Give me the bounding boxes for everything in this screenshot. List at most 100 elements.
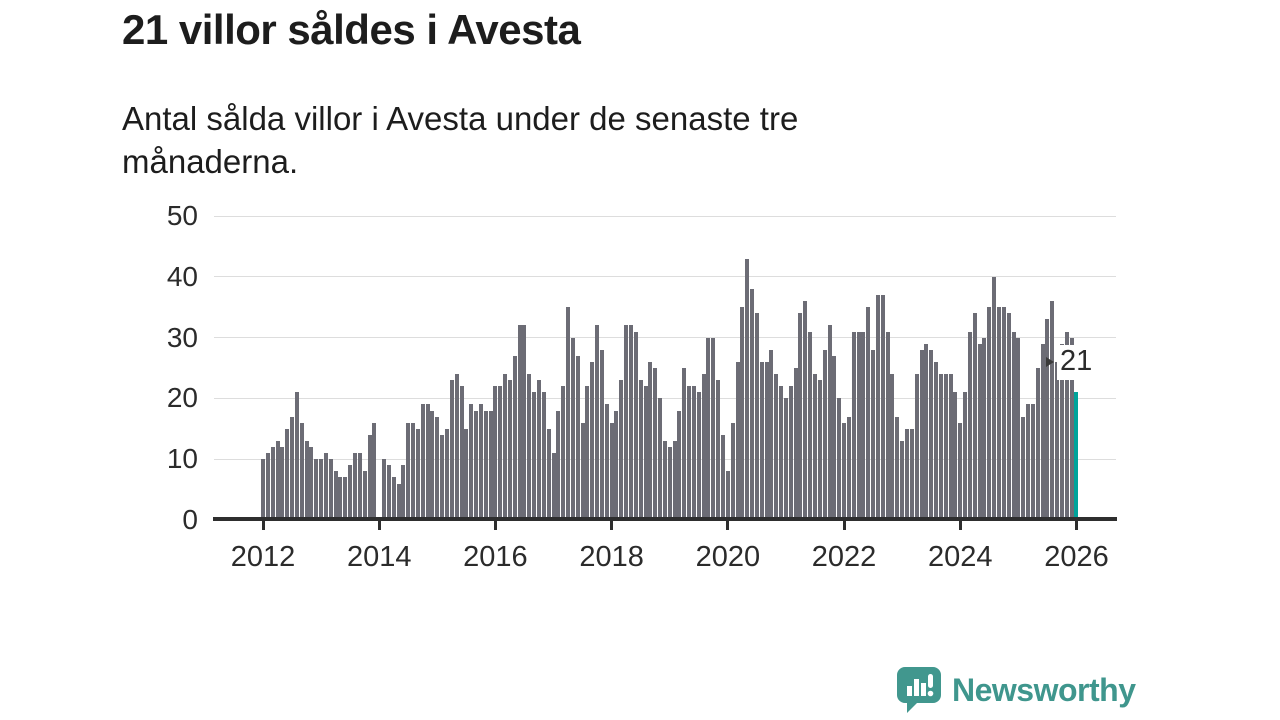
- x-tick: [610, 521, 614, 530]
- bar: [812, 374, 817, 520]
- bar: [532, 392, 537, 520]
- bar: [522, 325, 527, 520]
- y-tick-label: 20: [166, 382, 198, 414]
- bar: [633, 331, 638, 520]
- bar: [1064, 331, 1069, 520]
- bar: [929, 349, 934, 520]
- bar: [958, 422, 963, 520]
- bar: [701, 374, 706, 520]
- x-tick: [1074, 521, 1078, 530]
- bar: [546, 428, 551, 520]
- bar: [682, 368, 687, 520]
- bar: [517, 325, 522, 520]
- bar: [580, 422, 585, 520]
- bar: [628, 325, 633, 520]
- bar: [614, 410, 619, 520]
- x-tick-label: 2022: [811, 541, 877, 573]
- highlight-value-label: 21: [1057, 345, 1096, 380]
- bar: [454, 374, 459, 520]
- bar: [977, 343, 982, 520]
- bar: [638, 380, 643, 520]
- x-tick: [726, 521, 730, 530]
- bar: [793, 368, 798, 520]
- bar: [367, 434, 372, 520]
- bar: [323, 453, 328, 520]
- bar: [720, 434, 725, 520]
- bar: [338, 477, 343, 520]
- bar: [648, 361, 653, 520]
- bar: [1050, 301, 1055, 520]
- bar: [779, 386, 784, 520]
- bar: [919, 349, 924, 520]
- bar: [498, 386, 503, 520]
- x-tick-label: 2012: [230, 541, 296, 573]
- bar: [953, 392, 958, 520]
- bar: [556, 410, 561, 520]
- bar: [900, 440, 905, 520]
- bar: [866, 307, 871, 520]
- bar: [411, 422, 416, 520]
- bar: [1021, 416, 1026, 520]
- bar: [444, 428, 449, 520]
- bar: [609, 422, 614, 520]
- bar: [459, 386, 464, 520]
- x-tick-label: 2018: [579, 541, 644, 573]
- bar: [672, 440, 677, 520]
- bar: [982, 337, 987, 520]
- bar: [386, 465, 391, 520]
- bar: [372, 422, 377, 520]
- logo-bar-2: [914, 679, 919, 696]
- bar: [938, 374, 943, 520]
- bar: [599, 349, 604, 520]
- x-tick-label: 2024: [927, 541, 993, 573]
- bar: [1006, 313, 1011, 520]
- bar: [294, 392, 299, 520]
- gridline: [214, 337, 1116, 339]
- bar: [1069, 337, 1074, 520]
- bar: [846, 416, 851, 520]
- bar: [987, 307, 992, 520]
- x-axis-line: [213, 517, 1117, 521]
- bar: [783, 398, 788, 520]
- bar: [788, 386, 793, 520]
- bar: [716, 380, 721, 520]
- bar: [391, 477, 396, 520]
- bar: [624, 325, 629, 520]
- bar: [963, 392, 968, 520]
- bar: [430, 410, 435, 520]
- bar: [730, 422, 735, 520]
- bar: [493, 386, 498, 520]
- bar: [290, 416, 295, 520]
- bar: [972, 313, 977, 520]
- bar: [357, 453, 362, 520]
- bar: [667, 447, 672, 520]
- y-tick-label: 50: [166, 200, 198, 231]
- bar: [440, 434, 445, 520]
- bar: [425, 404, 430, 520]
- logo-exclamation-icon: [928, 674, 933, 688]
- logo-bar-3: [921, 683, 926, 696]
- bar: [740, 307, 745, 520]
- bar: [1016, 337, 1021, 520]
- bar: [280, 447, 285, 520]
- x-tick: [493, 521, 497, 530]
- bar: [822, 349, 827, 520]
- bar: [401, 465, 406, 520]
- bar: [745, 258, 750, 520]
- bar: [527, 374, 532, 520]
- bar: [1045, 319, 1050, 520]
- bar: [469, 404, 474, 520]
- bar: [619, 380, 624, 520]
- bar: [551, 453, 556, 520]
- bar: [875, 295, 880, 520]
- bar: [503, 374, 508, 520]
- bar: [643, 386, 648, 520]
- bar: [769, 349, 774, 520]
- bar: [352, 453, 357, 520]
- bar: [396, 483, 401, 520]
- chart-title: 21 villor såldes i Avesta: [122, 6, 581, 53]
- x-tick: [261, 521, 265, 530]
- bar: [662, 440, 667, 520]
- bar: [943, 374, 948, 520]
